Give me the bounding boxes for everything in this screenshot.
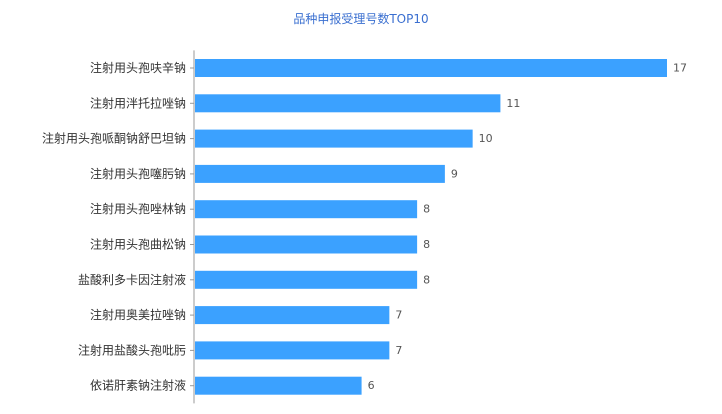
bar[interactable] — [195, 306, 390, 325]
bar[interactable] — [195, 270, 418, 289]
category-label: 注射用头孢噻肟钠 — [90, 166, 186, 181]
bar-value-label: 10 — [479, 132, 493, 145]
bar-value-label: 6 — [368, 379, 375, 392]
bar[interactable] — [195, 59, 667, 77]
bar-value-label: 7 — [395, 309, 402, 322]
bar-value-label: 8 — [423, 273, 430, 286]
bar[interactable] — [195, 164, 445, 183]
bar[interactable] — [195, 129, 473, 148]
bar-value-label: 9 — [451, 167, 458, 180]
category-label: 注射用盐酸头孢吡肟 — [78, 342, 186, 357]
bar-value-label: 8 — [423, 238, 430, 251]
chart-title: 品种申报受理号数TOP10 — [293, 12, 429, 26]
bar-value-label: 7 — [395, 344, 402, 357]
category-label: 注射用头孢哌酮钠舒巴坦钠 — [42, 131, 186, 146]
category-label: 依诺肝素钠注射液 — [90, 378, 186, 393]
category-label: 盐酸利多卡因注射液 — [78, 272, 186, 287]
bar-value-label: 17 — [673, 62, 687, 75]
category-label: 注射用奥美拉唑钠 — [90, 307, 186, 322]
bar[interactable] — [195, 376, 362, 395]
category-label: 注射用头孢曲松钠 — [90, 237, 186, 252]
bar[interactable] — [195, 235, 418, 254]
bar-value-label: 11 — [506, 97, 520, 110]
bar-value-label: 8 — [423, 203, 430, 216]
bar[interactable] — [195, 200, 418, 219]
category-label: 注射用头孢呋辛钠 — [90, 60, 186, 75]
bar[interactable] — [195, 94, 501, 113]
category-label: 注射用头孢唑林钠 — [90, 201, 186, 216]
bar[interactable] — [195, 341, 390, 360]
category-label: 注射用泮托拉唑钠 — [90, 95, 186, 110]
